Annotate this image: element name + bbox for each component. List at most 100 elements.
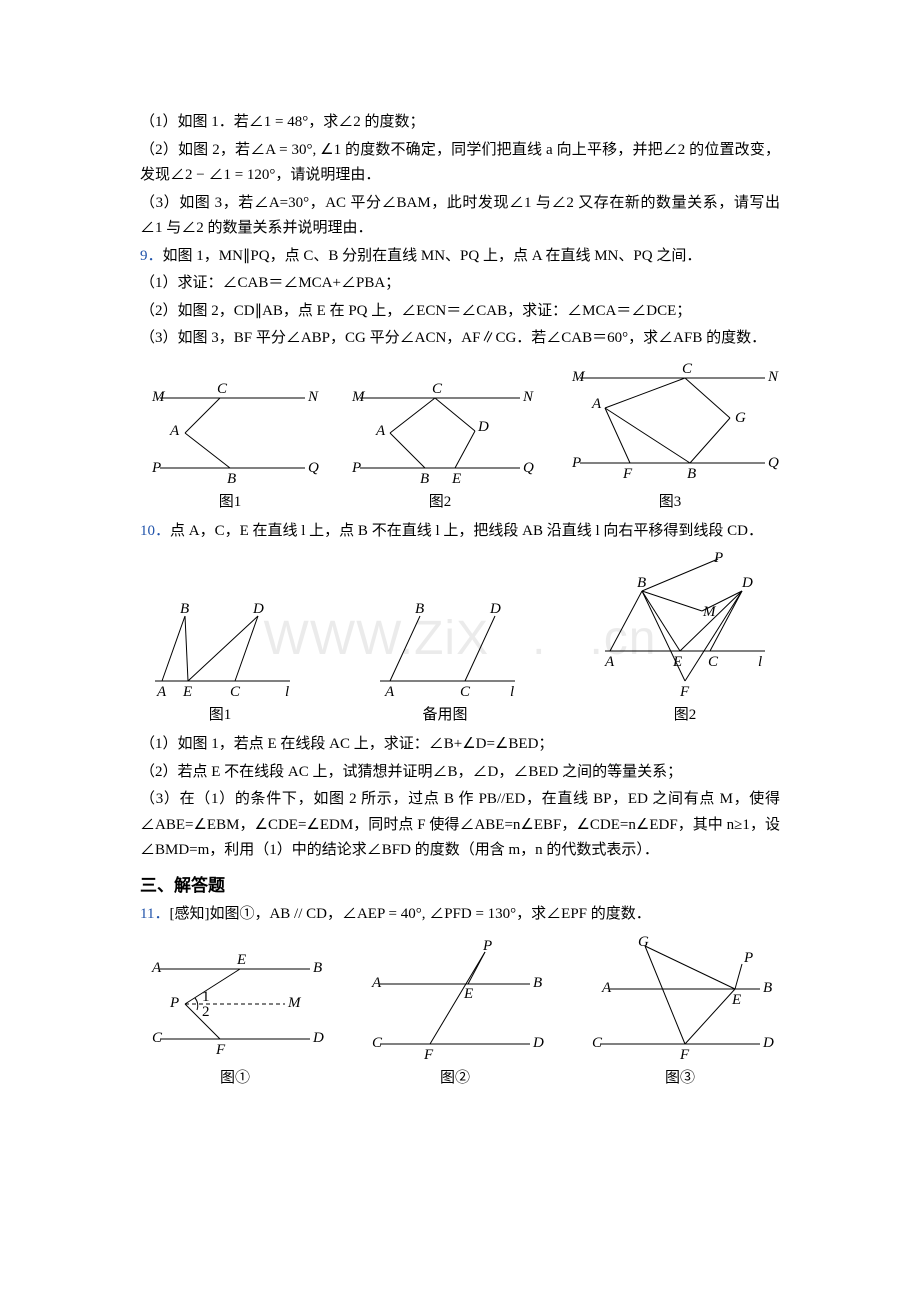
svg-text:F: F [423, 1047, 434, 1063]
svg-text:B: B [420, 471, 429, 487]
svg-text:E: E [731, 992, 741, 1008]
svg-text:A: A [601, 980, 612, 996]
svg-text:C: C [592, 1035, 603, 1051]
svg-text:M: M [571, 369, 586, 385]
svg-text:B: B [227, 471, 236, 487]
svg-text:D: D [489, 601, 501, 617]
q9-fig3: M C N A G P F B Q 图3 [560, 358, 780, 516]
q10-p0: 10．点 A，C，E 在直线 l 上，点 B 不在直线 l 上，把线段 AB 沿… [140, 519, 780, 545]
svg-text:P: P [713, 551, 723, 566]
svg-text:M: M [287, 995, 302, 1011]
svg-text:D: D [532, 1035, 544, 1051]
svg-text:A: A [384, 684, 395, 700]
svg-text:M: M [702, 604, 717, 620]
svg-text:G: G [735, 410, 746, 426]
section-3: 三、解答题 [140, 872, 780, 901]
svg-text:C: C [460, 684, 471, 700]
svg-text:B: B [687, 466, 696, 482]
svg-text:F: F [679, 1047, 690, 1063]
svg-text:A: A [591, 396, 602, 412]
svg-text:C: C [230, 684, 241, 700]
svg-text:D: D [312, 1030, 324, 1046]
q9-fig3-label: 图3 [659, 490, 682, 516]
svg-text:E: E [236, 952, 246, 968]
svg-text:A: A [604, 654, 615, 670]
q9-p3: （3）如图 3，BF 平分∠ABP，CG 平分∠ACN，AF∥CG．若∠CAB＝… [140, 326, 780, 352]
svg-text:E: E [182, 684, 192, 700]
q9-p1: （1）求证：∠CAB＝∠MCA+∠PBA； [140, 271, 780, 297]
q9-fig1-label: 图1 [219, 490, 242, 516]
q11-fig3: G P A E B C F D 图③ [580, 934, 780, 1092]
svg-text:F: F [215, 1042, 226, 1058]
q8-p2: （2）如图 2，若∠A = 30°, ∠1 的度数不确定，同学们把直线 a 向上… [140, 138, 780, 189]
q9-p0: 9．如图 1，MN∥PQ，点 C、B 分别在直线 MN、PQ 上，点 A 在直线… [140, 244, 780, 270]
svg-text:B: B [533, 975, 542, 991]
q11-fig3-svg: G P A E B C F D [580, 934, 780, 1064]
svg-text:P: P [351, 460, 361, 476]
q10-p2: （2）若点 E 不在线段 AC 上，试猜想并证明∠B，∠D，∠BED 之间的等量… [140, 760, 780, 786]
q11-text: [感知]如图①，AB // CD，∠AEP = 40°, ∠PFD = 130°… [169, 906, 650, 922]
svg-text:C: C [682, 361, 693, 377]
svg-text:D: D [741, 575, 753, 591]
svg-text:M: M [151, 389, 166, 405]
svg-text:Q: Q [308, 460, 319, 476]
q8-p3: （3）如图 3，若∠A=30°，AC 平分∠BAM，此时发现∠1 与∠2 又存在… [140, 191, 780, 242]
q10-fig1-svg: B D A E C l [140, 591, 300, 701]
q9-number: 9． [140, 248, 163, 264]
svg-text:G: G [638, 934, 649, 950]
svg-text:C: C [372, 1035, 383, 1051]
q10-fig2-label: 图2 [674, 703, 697, 729]
q10-p3: （3）在（1）的条件下，如图 2 所示，过点 B 作 PB//ED，在直线 BP… [140, 787, 780, 864]
q10-figspare-svg: B D A C l [365, 591, 525, 701]
q9-fig1-svg: M C N A P B Q [140, 373, 320, 488]
svg-text:D: D [252, 601, 264, 617]
q10-fig1-label: 图1 [209, 703, 232, 729]
svg-text:D: D [762, 1035, 774, 1051]
svg-text:l: l [510, 684, 514, 700]
svg-text:P: P [151, 460, 161, 476]
q9-fig3-svg: M C N A G P F B Q [560, 358, 780, 488]
svg-text:C: C [432, 381, 443, 397]
q11-fig1: A E B P M 1 2 C F D 图① [140, 934, 330, 1092]
q11-fig2-label: 图② [440, 1066, 470, 1092]
q11-fig1-label: 图① [220, 1066, 250, 1092]
svg-text:P: P [169, 995, 179, 1011]
svg-text:l: l [758, 654, 762, 670]
q11-number: 11． [140, 906, 169, 922]
svg-text:M: M [351, 389, 366, 405]
page: （1）如图 1．若∠1 = 48°，求∠2 的度数； （2）如图 2，若∠A =… [0, 0, 920, 1175]
q10-fig1: B D A E C l 图1 [140, 591, 300, 729]
q11-fig2: A E B P C F D 图② [360, 934, 550, 1092]
svg-text:B: B [180, 601, 189, 617]
svg-text:Q: Q [768, 455, 779, 471]
q10-figures: WWW.ZiX . .cn B D A E C l 图1 [140, 551, 780, 729]
svg-text:P: P [482, 938, 492, 954]
svg-text:B: B [313, 960, 322, 976]
svg-text:C: C [217, 381, 228, 397]
q10-figspare: B D A C l 备用图 [365, 591, 525, 729]
q9-fig2: M C N A D P B E Q 图2 [340, 373, 540, 516]
q9-fig2-svg: M C N A D P B E Q [340, 373, 540, 488]
svg-text:A: A [156, 684, 167, 700]
svg-text:B: B [415, 601, 424, 617]
q10-figspare-label: 备用图 [422, 703, 467, 729]
svg-text:1: 1 [202, 989, 210, 1005]
q11-fig3-label: 图③ [665, 1066, 695, 1092]
svg-text:A: A [169, 423, 180, 439]
svg-text:E: E [672, 654, 682, 670]
q10-fig2: B D P M A E C l F 图2 [590, 551, 780, 729]
svg-text:P: P [743, 950, 753, 966]
q11-fig1-svg: A E B P M 1 2 C F D [140, 934, 330, 1064]
svg-text:D: D [477, 419, 489, 435]
svg-text:E: E [451, 471, 461, 487]
svg-text:F: F [622, 466, 633, 482]
svg-text:l: l [285, 684, 289, 700]
q9-text: 如图 1，MN∥PQ，点 C、B 分别在直线 MN、PQ 上，点 A 在直线 M… [163, 248, 702, 264]
q10-p1: （1）如图 1，若点 E 在线段 AC 上，求证：∠B+∠D=∠BED； [140, 732, 780, 758]
q9-p2: （2）如图 2，CD∥AB，点 E 在 PQ 上，∠ECN＝∠CAB，求证：∠M… [140, 299, 780, 325]
q11-p0: 11．[感知]如图①，AB // CD，∠AEP = 40°, ∠PFD = 1… [140, 902, 780, 928]
svg-text:N: N [307, 389, 319, 405]
svg-text:N: N [767, 369, 779, 385]
svg-text:Q: Q [523, 460, 534, 476]
q10-number: 10． [140, 523, 170, 539]
